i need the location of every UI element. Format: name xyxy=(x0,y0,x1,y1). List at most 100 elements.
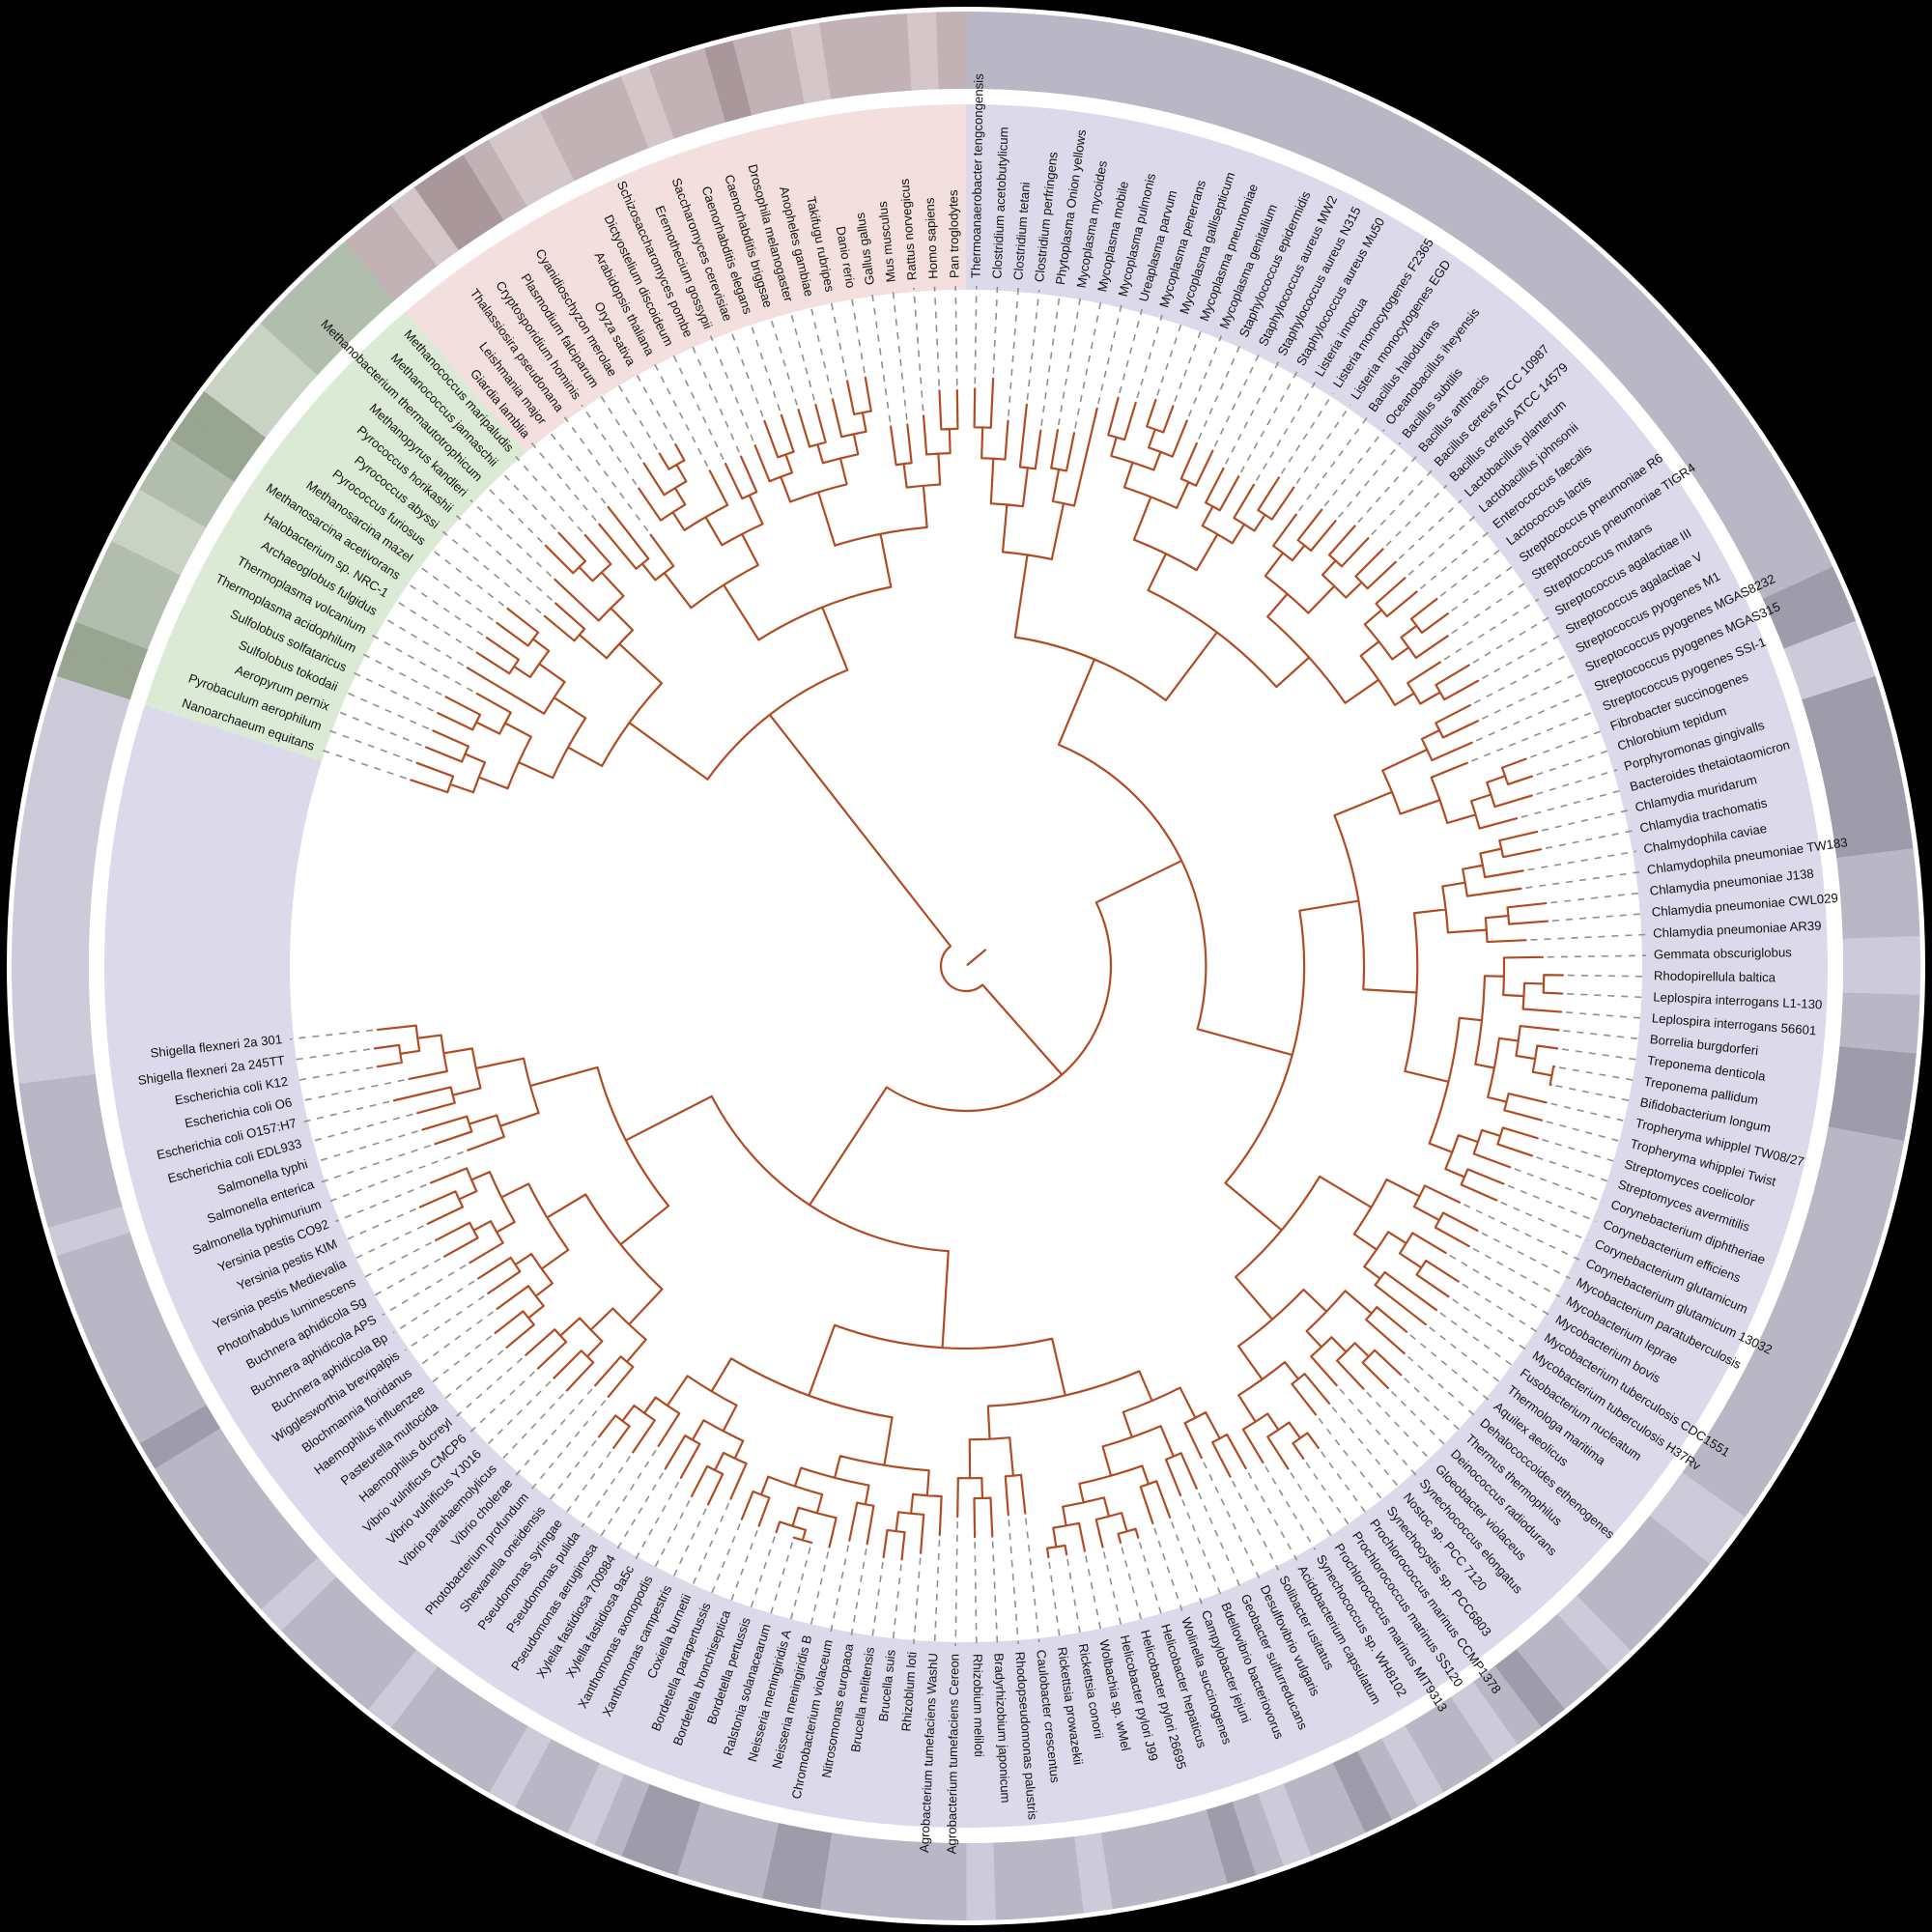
ring-segment xyxy=(1793,1231,1876,1284)
ring-segment xyxy=(732,33,780,116)
ring-segment xyxy=(540,1750,600,1833)
ring-segment xyxy=(936,11,967,90)
ring-segment xyxy=(1793,648,1876,701)
ring-segment xyxy=(280,1576,356,1652)
ring-segment xyxy=(1556,1595,1632,1672)
ring-segment xyxy=(1282,1773,1339,1857)
leaf-label: Bradyrhizobium japonicum xyxy=(991,1653,1012,1804)
ring-segment xyxy=(1073,18,1114,99)
ring-segment xyxy=(1206,1802,1257,1885)
ring-segment xyxy=(1019,13,1055,93)
ring-segment xyxy=(1809,1179,1892,1228)
ring-segment xyxy=(1404,1711,1469,1793)
ring-segment xyxy=(1841,992,1920,1026)
ring-segment xyxy=(1842,965,1920,996)
leaf-label: Gemmata obscuriglobus xyxy=(1654,945,1793,961)
ring-segment xyxy=(1836,1046,1917,1084)
ring-segment xyxy=(566,1762,625,1846)
ring-segment xyxy=(1816,1152,1899,1200)
ring-segment xyxy=(1380,1725,1444,1807)
ring-segment xyxy=(789,22,833,104)
ring-segment xyxy=(1046,1836,1084,1917)
ring-segment xyxy=(1493,204,1565,283)
ring-segment xyxy=(1493,1649,1565,1728)
ring-segment xyxy=(1556,260,1632,337)
ring-segment xyxy=(593,75,650,159)
ring-segment xyxy=(1665,1472,1746,1542)
ring-segment xyxy=(1665,390,1746,460)
ring-segment xyxy=(300,1595,376,1672)
ring-segment xyxy=(1681,413,1762,482)
ring-segment xyxy=(390,1665,460,1746)
ring-segment xyxy=(1404,139,1469,221)
ring-segment xyxy=(221,1515,300,1588)
ring-segment xyxy=(139,1404,221,1469)
ring-segment xyxy=(1472,186,1542,267)
ring-segment xyxy=(1356,1738,1418,1821)
ring-segment xyxy=(818,1833,859,1914)
ring-segment xyxy=(1332,1750,1392,1833)
ring-segment xyxy=(323,241,396,319)
ring-segment xyxy=(1231,56,1284,139)
ring-segment xyxy=(1515,221,1588,300)
ring-segment xyxy=(877,13,913,93)
ring-segment xyxy=(1822,1126,1905,1171)
ring-segment xyxy=(1179,1809,1228,1892)
ring-segment xyxy=(965,12,996,90)
ring-segment xyxy=(1828,789,1910,833)
outer-ring xyxy=(11,11,1920,1920)
ring-segment xyxy=(1472,1665,1542,1746)
leaf-labels: Thermoanaerobacter tengcongensis Clostrid… xyxy=(137,73,1849,1855)
leaf-label: Thermoanaerobacter tengcongensis xyxy=(968,73,985,278)
ring-segment xyxy=(154,1427,236,1494)
ring-segment xyxy=(1649,1493,1728,1565)
ring-segment xyxy=(1613,323,1691,396)
ring-segment xyxy=(620,1783,675,1867)
ring-segment xyxy=(125,1380,207,1444)
ring-segment xyxy=(1179,40,1228,123)
ring-segment xyxy=(514,1738,576,1821)
ring-segment xyxy=(47,1206,130,1257)
ring-segment xyxy=(936,1842,967,1920)
ring-segment xyxy=(1126,27,1171,110)
ring-segment xyxy=(111,1356,194,1418)
ring-segment xyxy=(99,540,182,600)
ring-segment xyxy=(1073,1833,1114,1914)
ring-segment xyxy=(1536,1613,1609,1691)
ring-segment xyxy=(1802,675,1885,726)
ring-segment xyxy=(75,593,159,650)
ring-segment xyxy=(1839,877,1919,913)
ring-segment xyxy=(186,390,267,460)
ring-segment xyxy=(1842,936,1920,967)
ring-segment xyxy=(463,1711,528,1793)
ring-segment xyxy=(463,139,528,221)
ring-segment xyxy=(1332,99,1392,182)
ring-segment xyxy=(139,463,221,528)
leaf-connector-lines xyxy=(290,286,1646,1646)
ring-segment xyxy=(1711,1404,1793,1469)
ring-segment xyxy=(1773,593,1857,650)
ring-segment xyxy=(1649,367,1728,439)
ring-segment xyxy=(154,438,236,505)
ring-segment xyxy=(1257,1783,1312,1867)
ring-segment xyxy=(170,1450,251,1519)
ring-segment xyxy=(992,12,1026,91)
ring-segment xyxy=(1450,170,1519,251)
ring-segment xyxy=(125,488,207,552)
ring-segment xyxy=(566,86,625,170)
leaf-label: Rhizobium meliloti xyxy=(970,1654,986,1757)
ring-segment xyxy=(413,1681,482,1762)
tree-branches xyxy=(373,376,1565,1561)
ring-segment xyxy=(390,186,460,267)
ring-segment xyxy=(1046,15,1084,96)
ring-segment xyxy=(56,648,139,701)
ring-segment-gap xyxy=(11,675,130,1055)
ring-segment xyxy=(1711,463,1793,528)
sector-eukaryota xyxy=(405,104,967,453)
ring-segment xyxy=(906,12,940,91)
leaf-label: Agrobacterium tumefaciens Cereon xyxy=(944,1654,961,1855)
ring-segment xyxy=(1206,47,1257,130)
ring-segment xyxy=(18,1073,99,1114)
ring-segment xyxy=(1595,300,1672,376)
